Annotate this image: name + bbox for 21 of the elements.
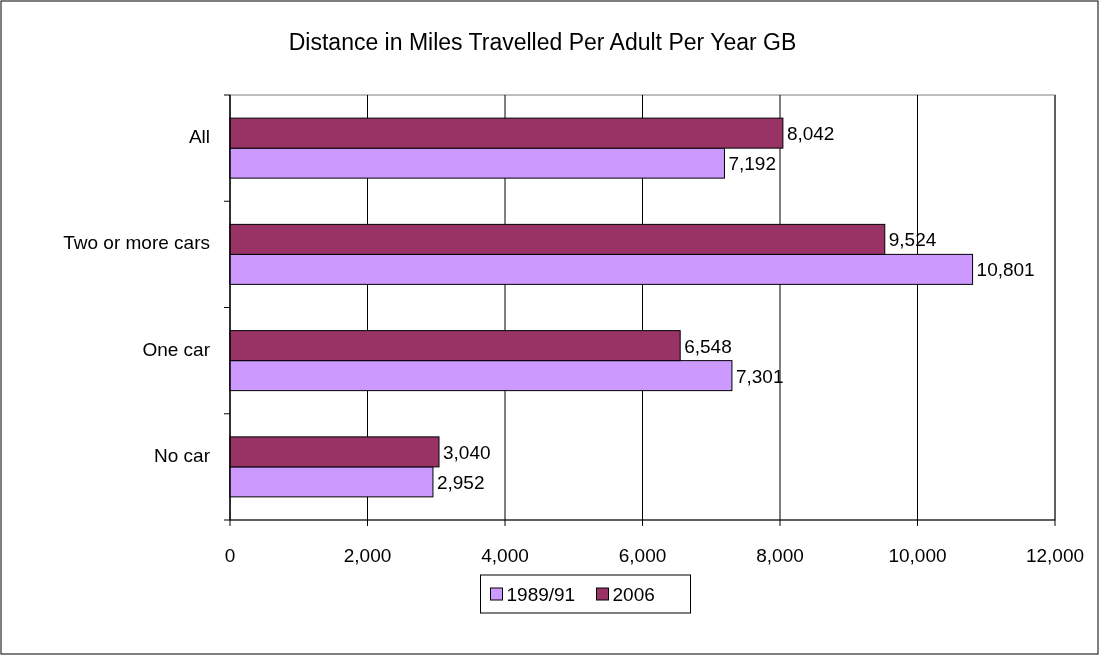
y-tick-label: One car	[142, 338, 211, 360]
x-tick-label: 0	[224, 545, 236, 566]
data-label: 7,301	[735, 365, 784, 387]
y-tick-label: No car	[154, 444, 211, 466]
x-tick-label: 10,000	[888, 545, 947, 566]
legend-label: 1989/91	[506, 584, 576, 605]
data-label: 8,042	[786, 123, 835, 145]
x-tick-label: 2,000	[343, 545, 392, 566]
x-tick-label: 4,000	[481, 545, 529, 566]
data-label: 7,192	[728, 153, 776, 175]
y-tick-label: Two or more cars	[63, 232, 210, 254]
data-label: 6,548	[684, 335, 732, 357]
x-tick-label: 6,000	[618, 545, 667, 566]
x-tick-label: 12,000	[1025, 545, 1085, 566]
legend-label: 2006	[612, 584, 655, 605]
data-label: 2,952	[436, 471, 485, 493]
data-label: 3,040	[443, 441, 491, 463]
y-tick-label: All	[188, 126, 210, 148]
x-tick-label: 8,000	[756, 545, 804, 566]
chart-title: Distance in Miles Travelled Per Adult Per Year GB	[288, 29, 797, 55]
data-label: 10,801	[976, 259, 1035, 281]
